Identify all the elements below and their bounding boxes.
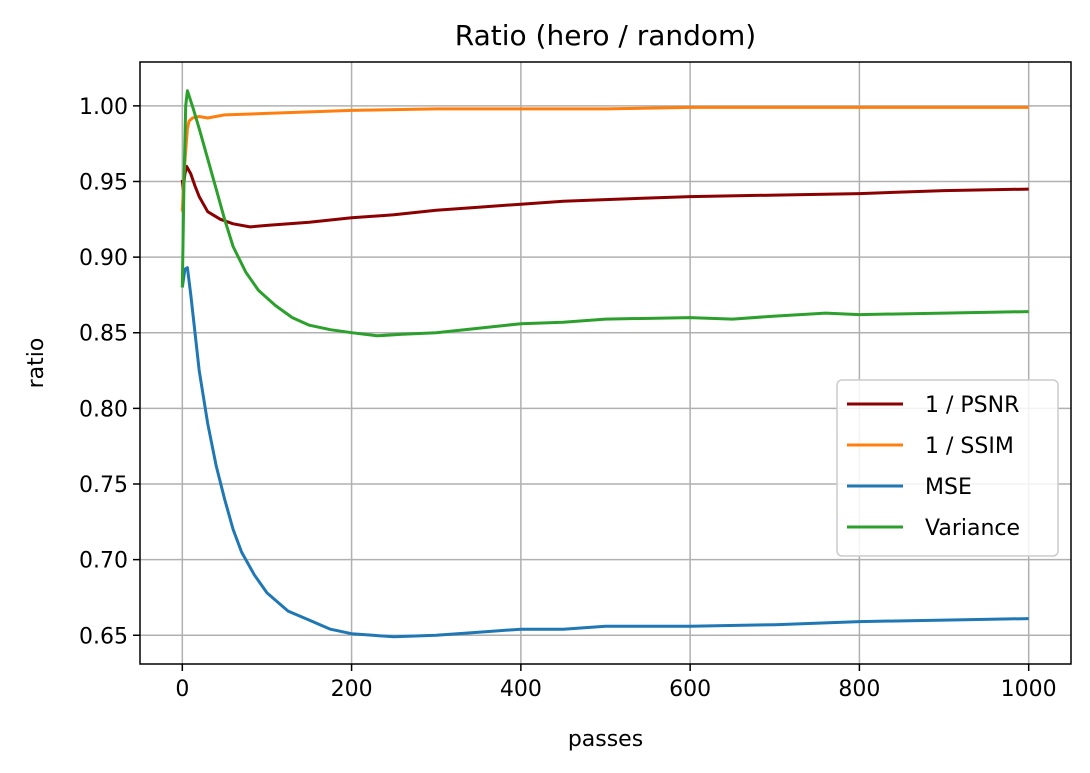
x-tick-label: 200 [331,677,373,702]
y-axis-title: ratio [24,338,49,389]
x-tick-label: 0 [175,677,189,702]
series-line-variance [180,89,1029,338]
series-line-1-ssim [180,105,1029,212]
y-tick-label: 0.65 [79,624,128,649]
y-tick-label: 0.85 [79,322,128,347]
y-tick-label: 0.70 [79,549,128,574]
x-tick-label: 600 [669,677,711,702]
y-tick-label: 0.90 [79,246,128,271]
x-tick-label: 1000 [1001,677,1057,702]
y-tick-label: 1.00 [79,95,128,120]
x-axis-title: passes [568,727,643,752]
legend-label-1-ssim: 1 / SSIM [925,434,1014,459]
legend-label-1-psnr: 1 / PSNR [925,393,1019,418]
grid [140,62,1071,664]
legend: 1 / PSNR 1 / SSIM MSE Variance [836,379,1059,557]
legend-label-variance: Variance [925,516,1020,541]
axis-ticks: 0 200 400 600 800 1000 0.65 0.70 0.75 0.80 0.85 0.9… [79,95,1057,702]
series-lines [180,89,1029,639]
y-tick-label: 0.80 [79,397,128,422]
x-tick-label: 800 [838,677,880,702]
series-line-mse [180,266,1029,639]
chart-title: Ratio (hero / random) [455,19,756,52]
legend-box [836,379,1059,557]
legend-label-mse: MSE [925,475,972,500]
y-tick-label: 0.75 [79,473,128,498]
x-tick-label: 400 [500,677,542,702]
y-tick-label: 0.95 [79,170,128,195]
plot-area-frame [139,61,1072,665]
series-line-1-psnr [180,164,1029,229]
